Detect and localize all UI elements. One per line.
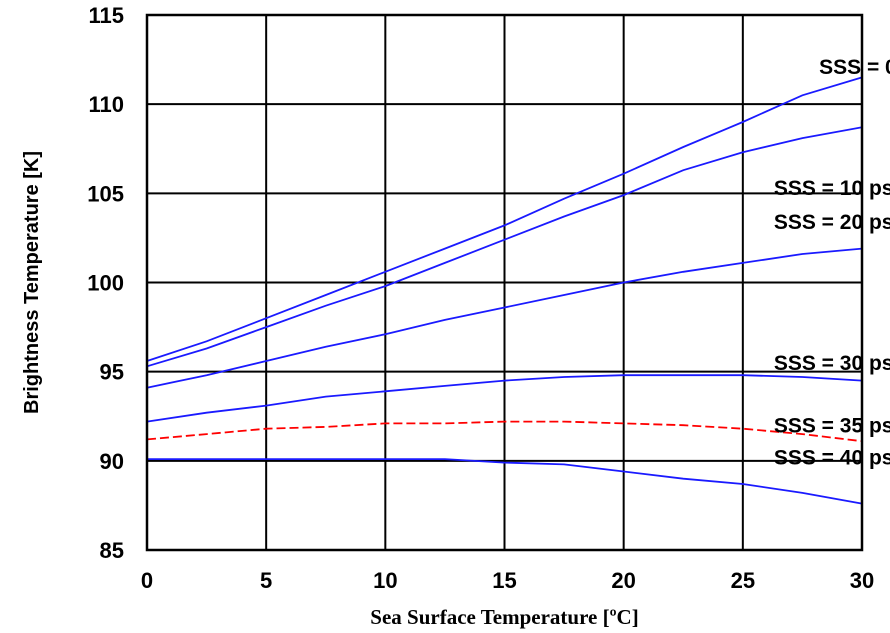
series-line-5 xyxy=(147,458,863,505)
series-lines xyxy=(146,76,863,505)
series-annotation-2: SSS = 20 psu xyxy=(774,211,890,234)
y-tick-label: 110 xyxy=(89,92,125,117)
series-annotations: SSS = 0 psu SSS = 10 psu SSS = 20 psu SSS =… xyxy=(774,56,890,470)
x-tick-label: 25 xyxy=(731,568,755,593)
x-tick-label: 20 xyxy=(611,568,635,593)
y-tick-label: 115 xyxy=(89,3,125,28)
series-annotation-5: SSS = 40 psu xyxy=(774,446,890,469)
y-tick-label: 95 xyxy=(100,360,124,385)
series-annotation-3: SSS = 30 psu xyxy=(774,352,890,375)
y-tick-label: 85 xyxy=(100,538,124,563)
x-tick-label: 10 xyxy=(373,568,397,593)
tick-labels: 0 5 10 15 20 25 30 85 90 95 100 105 110 115 xyxy=(87,3,874,593)
x-tick-label: 30 xyxy=(850,568,874,593)
series-line-3 xyxy=(146,374,863,423)
series-line-2 xyxy=(146,247,863,389)
x-tick-label: 0 xyxy=(141,568,153,593)
series-annotation-0: SSS = 0 psu xyxy=(819,56,890,79)
grid-lines xyxy=(147,15,862,550)
y-tick-label: 105 xyxy=(87,181,124,206)
series-line-0 xyxy=(146,76,863,362)
x-tick-label: 15 xyxy=(492,568,516,593)
series-annotation-1: SSS = 10 psu xyxy=(774,177,890,200)
series-annotation-4: SSS = 35 psu xyxy=(774,414,890,437)
x-tick-label: 5 xyxy=(260,568,272,593)
y-tick-label: 90 xyxy=(100,449,124,474)
series-line-1 xyxy=(146,126,863,368)
x-axis-label: Sea Surface Temperature [ºC] xyxy=(370,605,638,629)
y-tick-label: 100 xyxy=(87,271,124,296)
series-line-4 xyxy=(146,420,863,443)
y-axis-label: Brightness Temperature [K] xyxy=(21,151,43,414)
plot-frame xyxy=(145,13,864,552)
